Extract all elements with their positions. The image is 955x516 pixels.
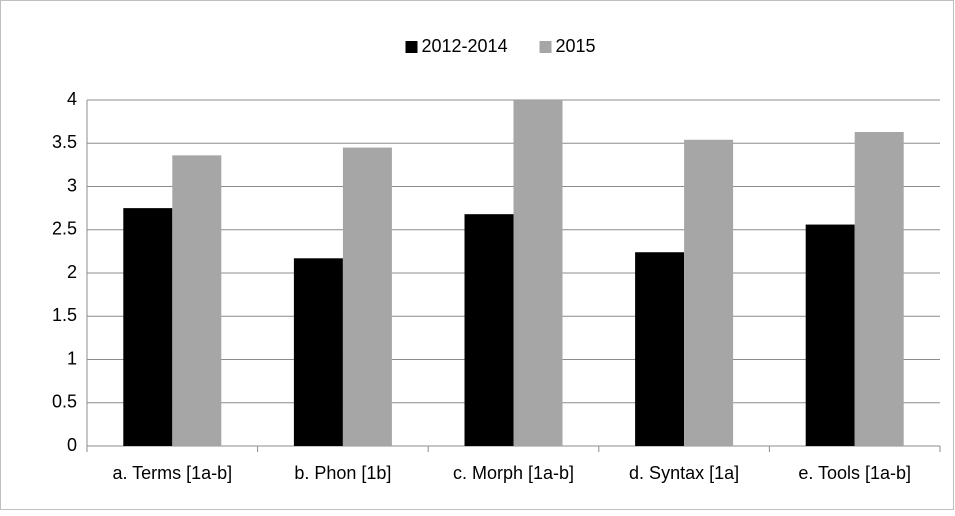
bar [464, 214, 514, 446]
bar [123, 208, 173, 446]
bar [342, 147, 392, 446]
y-tick-label: 1 [67, 348, 77, 368]
y-tick-label: 0.5 [52, 392, 77, 412]
legend-label: 2012-2014 [422, 36, 508, 56]
bar [684, 139, 734, 447]
bar [805, 224, 855, 446]
y-tick-label: 2.5 [52, 219, 77, 239]
y-tick-label: 4 [67, 89, 77, 109]
y-tick-label: 0 [67, 435, 77, 455]
y-tick-label: 3 [67, 175, 77, 195]
x-tick-label: c. Morph [1a-b] [453, 463, 574, 483]
legend-swatch [539, 41, 552, 53]
bar [513, 100, 563, 446]
y-tick-label: 3.5 [52, 132, 77, 152]
bar [293, 258, 343, 446]
y-tick-label: 1.5 [52, 305, 77, 325]
x-tick-label: d. Syntax [1a] [629, 463, 739, 483]
x-tick-label: b. Phon [1b] [294, 463, 391, 483]
legend-label: 2015 [556, 36, 596, 56]
bar [172, 155, 222, 447]
x-tick-label: a. Terms [1a-b] [112, 463, 232, 483]
y-tick-label: 2 [67, 262, 77, 282]
legend-swatch [405, 41, 418, 53]
bar [635, 252, 685, 446]
x-tick-label: e. Tools [1a-b] [798, 463, 911, 483]
bar [854, 132, 904, 446]
